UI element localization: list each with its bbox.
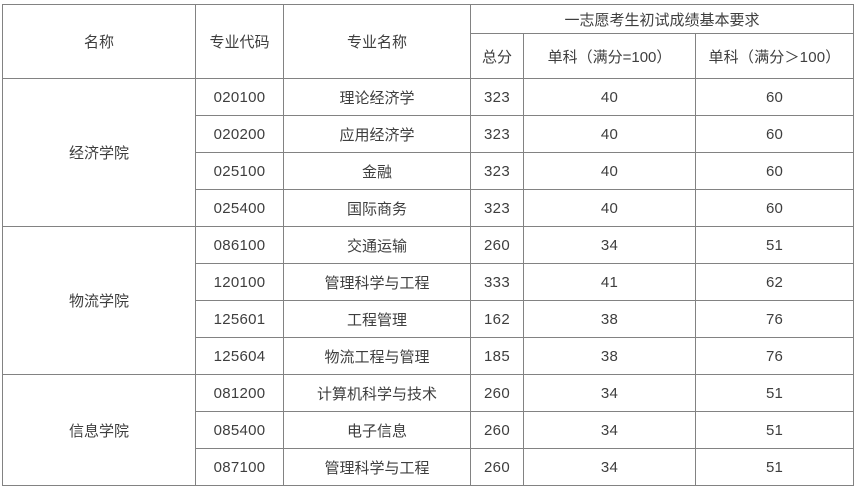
major-code-cell: 020200 xyxy=(195,115,284,153)
table-row: 025100 金融 323 40 60 xyxy=(3,152,854,190)
score-requirements-table: 名称 专业代码 专业名称 一志愿考生初试成绩基本要求 总分 单科（满分=100）… xyxy=(2,4,854,486)
table-row: 120100 管理科学与工程 333 41 62 xyxy=(3,263,854,301)
college-name-cell: 物流学院 xyxy=(2,226,196,375)
single-subject-gt100-cell: 76 xyxy=(695,337,854,375)
major-name-cell: 电子信息 xyxy=(283,411,471,449)
header-requirements-group: 一志愿考生初试成绩基本要求 xyxy=(470,4,854,34)
total-score-cell: 323 xyxy=(470,189,524,227)
total-score-cell: 323 xyxy=(470,152,524,190)
header-total-score: 总分 xyxy=(470,33,524,79)
table-row: 025400 国际商务 323 40 60 xyxy=(3,189,854,227)
single-subject-100-cell: 41 xyxy=(523,263,696,301)
major-code-cell: 025100 xyxy=(195,152,284,190)
major-name-cell: 金融 xyxy=(283,152,471,190)
total-score-cell: 333 xyxy=(470,263,524,301)
single-subject-100-cell: 34 xyxy=(523,226,696,264)
major-name-cell: 物流工程与管理 xyxy=(283,337,471,375)
major-code-cell: 081200 xyxy=(195,374,284,412)
single-subject-100-cell: 38 xyxy=(523,300,696,338)
table-body: 经济学院 020100 理论经济学 323 40 60 020200 应用经济学 323 40 60… xyxy=(2,78,854,486)
total-score-cell: 260 xyxy=(470,374,524,412)
major-code-cell: 125601 xyxy=(195,300,284,338)
table-row: 125604 物流工程与管理 185 38 76 xyxy=(3,337,854,375)
total-score-cell: 260 xyxy=(470,448,524,486)
single-subject-gt100-cell: 60 xyxy=(695,189,854,227)
table-row: 物流学院 086100 交通运输 260 34 51 xyxy=(2,226,854,375)
single-subject-gt100-cell: 60 xyxy=(695,78,854,116)
single-subject-100-cell: 34 xyxy=(523,411,696,449)
single-subject-gt100-cell: 51 xyxy=(695,374,854,412)
single-subject-gt100-cell: 51 xyxy=(695,411,854,449)
header-single-subject-100: 单科（满分=100） xyxy=(523,33,696,79)
major-name-cell: 工程管理 xyxy=(283,300,471,338)
major-name-cell: 计算机科学与技术 xyxy=(283,374,471,412)
table-row: 020200 应用经济学 323 40 60 xyxy=(3,115,854,153)
single-subject-gt100-cell: 51 xyxy=(695,448,854,486)
total-score-cell: 162 xyxy=(470,300,524,338)
header-single-subject-gt100: 单科（满分＞100） xyxy=(695,33,854,79)
single-subject-gt100-cell: 62 xyxy=(695,263,854,301)
single-subject-100-cell: 40 xyxy=(523,189,696,227)
total-score-cell: 323 xyxy=(470,115,524,153)
single-subject-gt100-cell: 60 xyxy=(695,115,854,153)
major-code-cell: 020100 xyxy=(195,78,284,116)
single-subject-100-cell: 40 xyxy=(523,152,696,190)
college-name-cell: 经济学院 xyxy=(2,78,196,227)
header-major-code: 专业代码 xyxy=(195,4,284,79)
header-major-name: 专业名称 xyxy=(283,4,471,79)
table-row: 125601 工程管理 162 38 76 xyxy=(3,300,854,338)
single-subject-100-cell: 38 xyxy=(523,337,696,375)
header-college-name: 名称 xyxy=(2,4,196,79)
single-subject-100-cell: 40 xyxy=(523,115,696,153)
single-subject-100-cell: 34 xyxy=(523,448,696,486)
table-row: 信息学院 081200 计算机科学与技术 260 34 51 xyxy=(2,374,854,486)
header-row-top: 名称 专业代码 专业名称 一志愿考生初试成绩基本要求 xyxy=(2,4,854,79)
table-row: 087100 管理科学与工程 260 34 51 xyxy=(3,448,854,486)
single-subject-gt100-cell: 51 xyxy=(695,226,854,264)
total-score-cell: 260 xyxy=(470,411,524,449)
major-name-cell: 国际商务 xyxy=(283,189,471,227)
total-score-cell: 185 xyxy=(470,337,524,375)
single-subject-100-cell: 40 xyxy=(523,78,696,116)
major-code-cell: 087100 xyxy=(195,448,284,486)
major-code-cell: 085400 xyxy=(195,411,284,449)
major-code-cell: 120100 xyxy=(195,263,284,301)
table-header: 名称 专业代码 专业名称 一志愿考生初试成绩基本要求 总分 单科（满分=100）… xyxy=(2,4,854,79)
total-score-cell: 323 xyxy=(470,78,524,116)
major-code-cell: 125604 xyxy=(195,337,284,375)
major-code-cell: 025400 xyxy=(195,189,284,227)
major-name-cell: 交通运输 xyxy=(283,226,471,264)
single-subject-100-cell: 34 xyxy=(523,374,696,412)
total-score-cell: 260 xyxy=(470,226,524,264)
major-name-cell: 应用经济学 xyxy=(283,115,471,153)
single-subject-gt100-cell: 76 xyxy=(695,300,854,338)
college-name-cell: 信息学院 xyxy=(2,374,196,486)
major-name-cell: 管理科学与工程 xyxy=(283,448,471,486)
header-row-sub: 总分 单科（满分=100） 单科（满分＞100） xyxy=(3,33,854,79)
single-subject-gt100-cell: 60 xyxy=(695,152,854,190)
major-name-cell: 理论经济学 xyxy=(283,78,471,116)
table-row: 经济学院 020100 理论经济学 323 40 60 xyxy=(2,78,854,227)
major-name-cell: 管理科学与工程 xyxy=(283,263,471,301)
major-code-cell: 086100 xyxy=(195,226,284,264)
